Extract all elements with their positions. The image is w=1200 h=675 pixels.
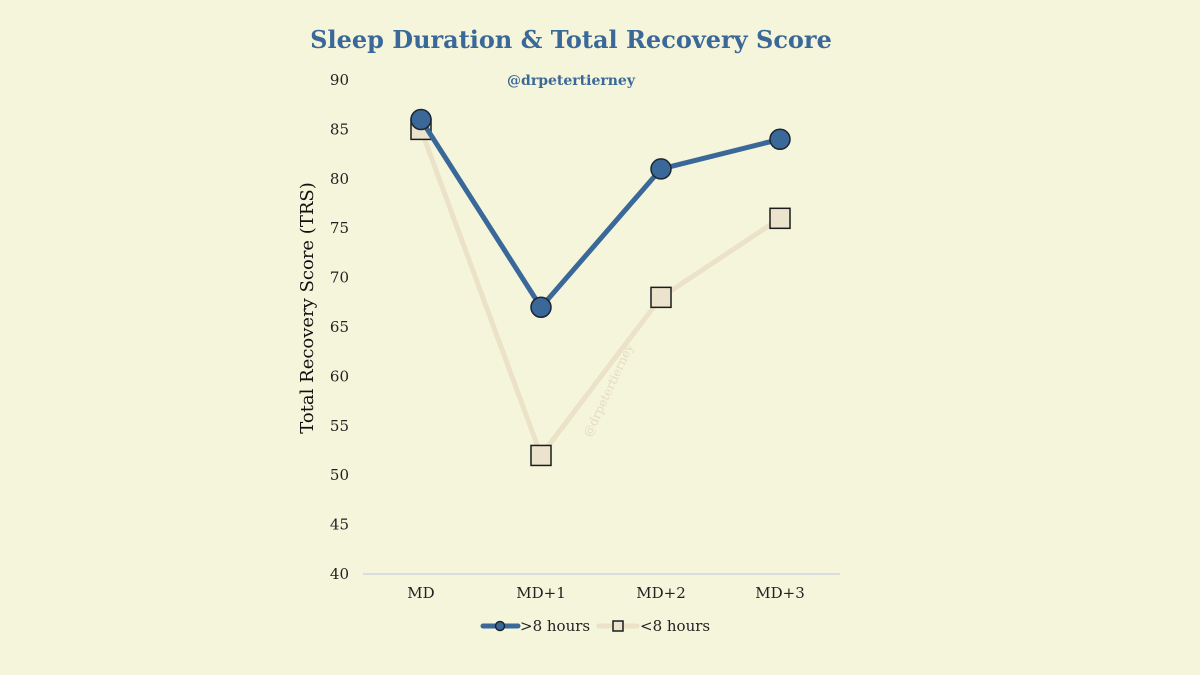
y-tick-label: 75 [330,219,349,237]
y-tick-label: 40 [330,565,349,583]
legend-label: <8 hours [640,617,710,635]
y-tick-label: 45 [330,516,349,534]
legend: >8 hours <8 hours [480,617,710,635]
y-tick-label: 80 [330,170,349,188]
data-point-square [530,444,552,467]
series-over-8-hours [410,108,791,318]
x-tick-label: MD+3 [755,584,805,602]
legend-marker-square [612,620,624,632]
series-line [418,126,783,458]
y-tick-label: 55 [330,417,349,435]
legend-item-under-8-hours: <8 hours [596,617,710,635]
data-point-circle [530,296,552,318]
y-tick-label: 60 [330,367,349,385]
x-axis-ticks: MD MD+1 MD+2 MD+3 [407,584,804,602]
legend-item-over-8-hours: >8 hours [480,617,590,635]
x-tick-label: MD+1 [516,584,566,602]
x-tick-label: MD+2 [636,584,686,602]
y-tick-label: 70 [330,269,349,287]
series-layer [410,108,791,467]
y-axis-ticks: 40 45 50 55 60 65 70 75 80 85 90 [330,71,349,583]
legend-marker-circle [494,620,506,632]
y-tick-label: 90 [330,71,349,89]
data-point-circle [769,128,791,151]
y-tick-label: 50 [330,466,349,484]
data-point-square [769,207,791,230]
data-point-circle [650,158,672,180]
series-line [418,117,783,310]
data-point-square [650,286,672,309]
chart-subtitle: @drpetertierney [507,73,636,89]
y-axis-title: Total Recovery Score (TRS) [297,182,318,434]
data-point-circle [410,108,432,131]
legend-label: >8 hours [520,617,590,635]
chart-title: Sleep Duration & Total Recovery Score [310,25,832,54]
x-tick-label: MD [407,584,434,602]
y-tick-label: 65 [330,318,349,336]
y-tick-label: 85 [330,120,349,138]
